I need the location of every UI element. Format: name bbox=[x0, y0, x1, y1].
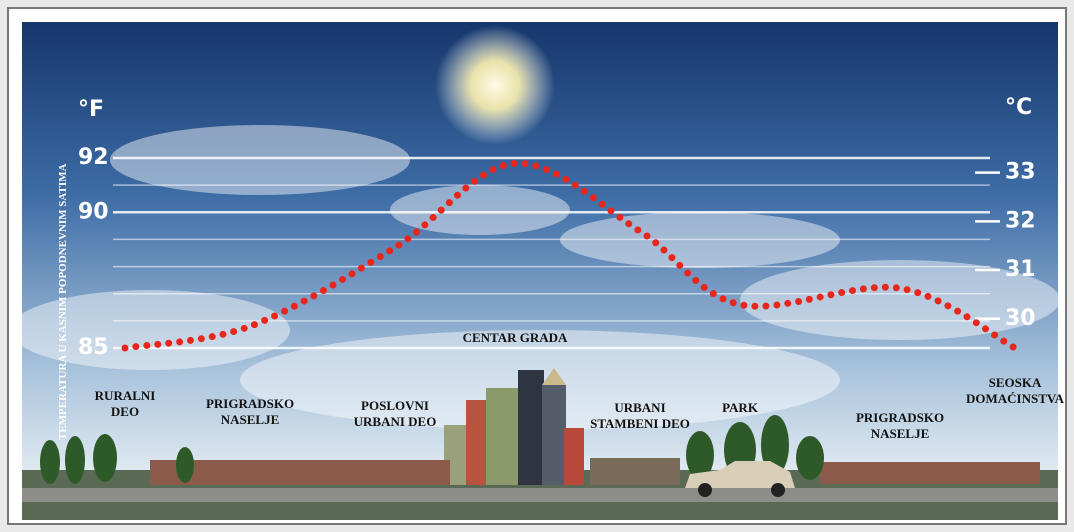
y2-tick-label: 32 bbox=[1005, 208, 1036, 233]
sun bbox=[435, 25, 555, 145]
buildings bbox=[150, 368, 1040, 485]
y-tick-label: 85 bbox=[78, 335, 109, 360]
region-label: RURALNI DEO bbox=[94, 388, 156, 419]
region-label: PARK bbox=[722, 400, 758, 415]
y-tick-label: 90 bbox=[78, 199, 109, 224]
y2-unit: °C bbox=[1005, 95, 1032, 120]
y2-tick-label: 33 bbox=[1005, 160, 1036, 185]
region-label: URBANI STAMBENI DEO bbox=[590, 400, 690, 431]
y-unit: °F bbox=[78, 97, 104, 122]
trees bbox=[40, 415, 824, 484]
region-label: CENTAR GRADA bbox=[462, 330, 568, 345]
y2-tick-label: 30 bbox=[1005, 306, 1036, 331]
region-label: PRIGRADSKO NASELJE bbox=[205, 396, 295, 427]
road bbox=[22, 488, 1058, 502]
y-axis-title: TEMPERATURA U KASNIM POPODNEVNIM SATIMA bbox=[57, 164, 69, 440]
y2-tick-label: 31 bbox=[1005, 257, 1036, 282]
temperature-line bbox=[121, 159, 1019, 352]
region-label: POSLOVNI URBANI DEO bbox=[353, 398, 437, 429]
y-tick-label: 92 bbox=[78, 145, 109, 170]
region-label: PRIGRADSKO NASELJE bbox=[855, 410, 945, 441]
region-label: SEOSKA DOMAĆINSTVA bbox=[966, 375, 1064, 406]
car bbox=[685, 461, 795, 497]
